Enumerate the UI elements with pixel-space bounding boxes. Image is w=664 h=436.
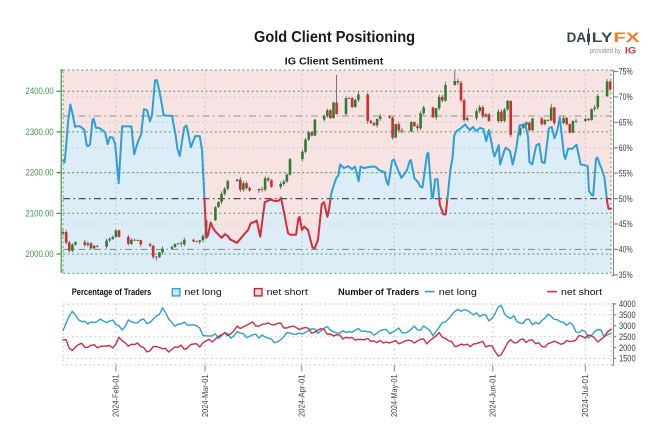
svg-text:50%: 50% (619, 194, 633, 204)
svg-text:70%: 70% (619, 92, 633, 102)
svg-text:40%: 40% (619, 245, 633, 255)
svg-text:2000: 2000 (619, 343, 636, 353)
svg-text:Number of Traders: Number of Traders (338, 287, 419, 297)
svg-text:35%: 35% (619, 270, 633, 280)
svg-text:Percentage of Traders: Percentage of Traders (72, 287, 152, 297)
svg-text:IG: IG (625, 45, 636, 56)
svg-text:2000.00: 2000.00 (26, 249, 54, 259)
svg-text:2024-Jul-01: 2024-Jul-01 (580, 374, 590, 417)
svg-text:2024-Mar-01: 2024-Mar-01 (200, 374, 210, 417)
svg-text:FX: FX (614, 30, 641, 46)
svg-text:45%: 45% (619, 219, 633, 229)
svg-text:2024-May-01: 2024-May-01 (389, 374, 399, 417)
svg-text:75%: 75% (619, 67, 633, 77)
svg-text:3500: 3500 (619, 310, 636, 320)
svg-text:net long: net long (185, 287, 222, 297)
svg-text:net short: net short (561, 287, 603, 297)
svg-text:2200.00: 2200.00 (26, 168, 54, 178)
svg-text:2100.00: 2100.00 (26, 208, 54, 218)
svg-text:3000: 3000 (619, 321, 636, 331)
svg-text:1500: 1500 (619, 354, 636, 364)
svg-text:4000: 4000 (619, 299, 636, 309)
svg-text:provided by: provided by (590, 48, 622, 55)
svg-text:2300.00: 2300.00 (26, 127, 54, 137)
svg-text:LY: LY (592, 30, 613, 46)
svg-text:DA: DA (567, 30, 587, 46)
svg-text:2024-Jun-01: 2024-Jun-01 (488, 374, 498, 417)
svg-text:2400.00: 2400.00 (26, 86, 54, 96)
svg-text:2024-Apr-01: 2024-Apr-01 (297, 374, 307, 417)
svg-text:55%: 55% (619, 168, 633, 178)
svg-text:IG Client Sentiment: IG Client Sentiment (285, 56, 384, 68)
svg-text:60%: 60% (619, 143, 633, 153)
svg-text:Gold Client Positioning: Gold Client Positioning (254, 29, 415, 46)
svg-text:net short: net short (267, 287, 309, 297)
svg-text:2500: 2500 (619, 332, 636, 342)
svg-text:2024-Feb-01: 2024-Feb-01 (111, 374, 121, 417)
svg-text:65%: 65% (619, 118, 633, 128)
svg-text:net long: net long (439, 287, 477, 297)
